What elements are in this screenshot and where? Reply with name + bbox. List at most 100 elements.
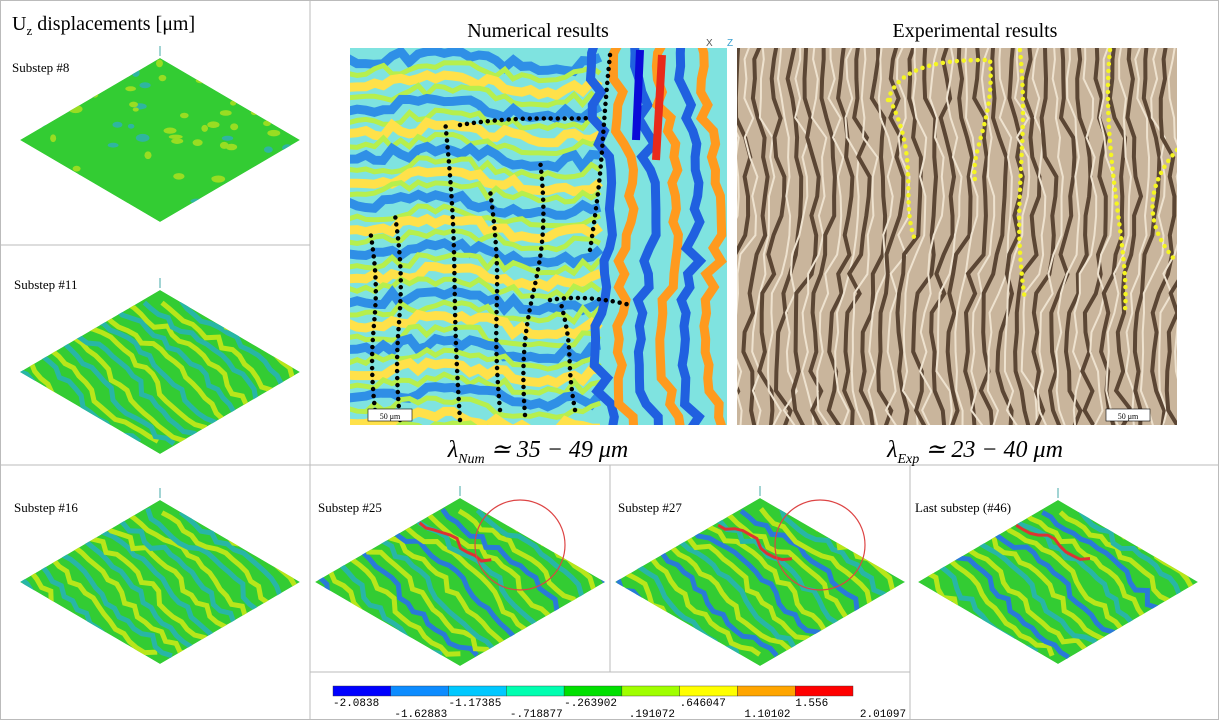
speckle	[243, 214, 250, 222]
speckle	[210, 203, 217, 208]
speckle	[50, 169, 63, 173]
speckle	[73, 166, 81, 172]
experimental-wavelength: λExp ≃ 23 − 40 μm	[886, 437, 1063, 467]
speckle	[50, 134, 56, 142]
colorbar-label: .646047	[680, 698, 726, 710]
plate	[16, 56, 305, 222]
speckle	[226, 76, 235, 83]
speckle	[282, 171, 289, 175]
speckle	[136, 134, 150, 142]
axis-label: Z	[727, 38, 733, 49]
speckle	[273, 168, 284, 174]
panel-label: Substep #16	[14, 500, 78, 515]
speckle	[180, 113, 189, 119]
speckle	[207, 121, 219, 128]
speckle	[277, 121, 289, 126]
speckle	[230, 101, 236, 106]
colorbar-label: 2.01097	[860, 709, 906, 720]
colorbar-band	[680, 686, 738, 696]
speckle	[173, 173, 184, 180]
colorbar-label: -1.17385	[449, 698, 502, 710]
colorbar-label: -.718877	[510, 709, 563, 720]
speckle	[220, 203, 226, 208]
panel-label: Substep #8	[12, 60, 69, 75]
figure: Uz displacements [μm] Numerical results …	[0, 0, 1219, 720]
experimental-title: Experimental results	[893, 20, 1058, 42]
axis-label: X	[706, 38, 713, 49]
speckle	[264, 146, 273, 152]
speckle	[132, 69, 140, 77]
colorbar-label: -.263902	[564, 698, 617, 710]
speckle	[260, 195, 274, 203]
speckle	[293, 92, 304, 97]
colorbar-label: -2.0838	[333, 698, 379, 710]
speckle	[244, 205, 257, 212]
speckle	[220, 110, 232, 116]
speckle	[108, 143, 119, 148]
speckle	[230, 123, 238, 130]
numerical-wavelength: λNum ≃ 35 − 49 μm	[447, 437, 629, 467]
colorbar-band	[506, 686, 564, 696]
plate	[0, 290, 389, 454]
speckle	[201, 207, 211, 212]
speckle	[261, 200, 274, 208]
speckle	[16, 78, 25, 82]
speckle	[262, 93, 271, 101]
speckle	[29, 155, 37, 161]
speckle	[259, 100, 270, 106]
speckle	[159, 75, 167, 81]
speckle	[218, 199, 231, 207]
speckle	[125, 86, 136, 91]
speckle	[196, 77, 206, 83]
ridge	[1175, 40, 1200, 431]
speckle	[169, 135, 183, 139]
speckle	[67, 214, 78, 221]
colorbar-label: .191072	[629, 709, 675, 720]
speckle	[189, 57, 201, 63]
speckle	[226, 59, 234, 65]
speckle	[210, 64, 221, 70]
speckle	[251, 110, 258, 115]
speckle	[156, 60, 163, 68]
colorbar-band	[391, 686, 449, 696]
speckle	[271, 186, 282, 193]
speckle	[241, 95, 254, 99]
speckle	[73, 174, 81, 179]
speckle	[171, 138, 183, 143]
speckle	[221, 199, 227, 204]
speckle	[244, 94, 253, 101]
speckle	[195, 205, 201, 213]
speckle	[270, 64, 279, 69]
experimental-image	[710, 40, 1200, 431]
speckle	[133, 108, 139, 112]
speckle	[284, 186, 295, 192]
speckle	[116, 67, 125, 75]
speckle	[128, 124, 134, 129]
panel-label: Substep #25	[318, 500, 382, 515]
speckle	[85, 91, 96, 98]
scale-bar-label: 50 μm	[380, 412, 401, 421]
colorbar-band	[449, 686, 507, 696]
speckle	[112, 122, 122, 128]
speckle	[282, 59, 294, 65]
speckle	[226, 144, 237, 151]
speckle	[190, 199, 203, 204]
speckle	[91, 91, 99, 97]
speckle	[261, 73, 269, 81]
speckle	[69, 105, 83, 113]
header: Uz displacements [μm]	[12, 13, 195, 38]
speckle	[129, 102, 138, 108]
panel-label: Substep #11	[14, 277, 77, 292]
panel-label: Last substep (#46)	[915, 500, 1011, 515]
colorbar-band	[564, 686, 622, 696]
speckle	[267, 189, 276, 196]
scale-bar-label: 50 μm	[1118, 412, 1139, 421]
speckle	[193, 139, 203, 146]
colorbar-label: -1.62883	[394, 709, 447, 720]
speckle	[275, 187, 282, 193]
speckle	[267, 130, 280, 137]
speckle	[282, 144, 293, 151]
speckle	[164, 128, 177, 134]
speckle	[144, 151, 151, 159]
colorbar-band	[795, 686, 853, 696]
